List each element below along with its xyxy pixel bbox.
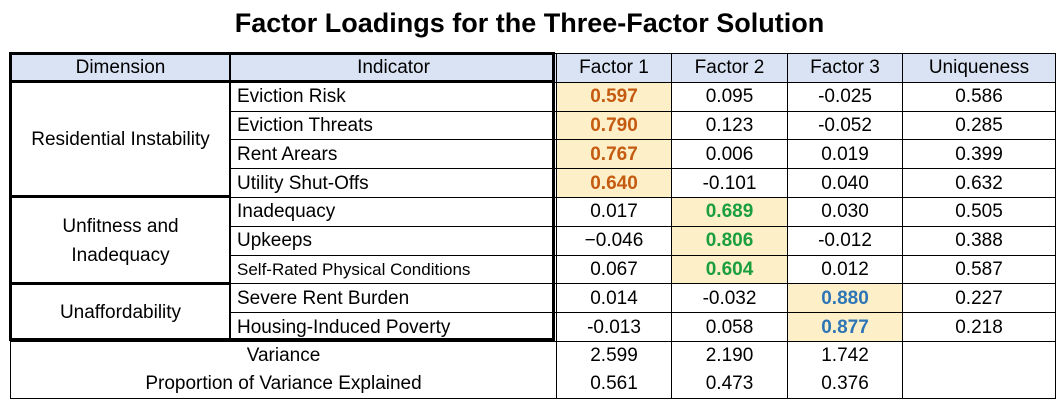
factor-2-cell: 0.604 — [671, 254, 788, 285]
header-dimension: Dimension — [10, 53, 231, 83]
factor-2-cell: 0.006 — [671, 139, 788, 170]
header-uniqueness: Uniqueness — [902, 53, 1056, 83]
indicator-cell: Rent Arears — [230, 139, 557, 170]
variance-label: Variance — [10, 340, 557, 370]
proportion-label: Proportion of Variance Explained — [10, 369, 557, 399]
table-row: Unaffordability Severe Rent Burden 0.014… — [10, 283, 1056, 342]
indicator-cell: Upkeeps — [230, 225, 557, 256]
factor-1-cell: -0.013 — [556, 312, 672, 342]
uniqueness-cell: 0.399 — [902, 139, 1056, 170]
factor-2-cell: 0.095 — [671, 81, 788, 112]
header-row: Dimension Indicator Factor 1 Factor 2 Fa… — [10, 53, 1056, 83]
uniqueness-cell: 0.285 — [902, 110, 1056, 141]
header-factor-1: Factor 1 — [556, 53, 672, 83]
dimension-residential-instability: Residential Instability — [10, 81, 231, 198]
variance-factor-1: 2.599 — [556, 340, 672, 370]
variance-row: Variance 2.599 2.190 1.742 — [10, 340, 1056, 399]
uniqueness-cell: 0.587 — [902, 254, 1056, 285]
factor-3-cell: 0.030 — [787, 196, 903, 227]
table-title: Factor Loadings for the Three-Factor Sol… — [234, 8, 825, 38]
table-row: Eviction Threats 0.790 0.123 -0.052 0.28… — [11, 110, 1056, 141]
factor-loadings-table: Dimension Indicator Factor 1 Factor 2 Fa… — [10, 53, 1056, 399]
header-factor-2: Factor 2 — [671, 53, 788, 83]
factor-2-cell: -0.032 — [671, 283, 788, 314]
factor-3-cell: -0.012 — [787, 225, 903, 256]
factor-1-cell: 0.597 — [556, 81, 672, 112]
factor-1-cell: −0.046 — [556, 225, 672, 256]
factor-1-cell: 0.017 — [556, 196, 672, 227]
table-row: Unfitness and Inadequacy Inadequacy 0.01… — [10, 196, 1056, 285]
dimension-unaffordability: Unaffordability — [10, 283, 231, 342]
table-row: Rent Arears 0.767 0.006 0.019 0.399 — [11, 139, 1056, 170]
factor-2-cell: 0.806 — [671, 225, 788, 256]
indicator-cell: Inadequacy — [230, 196, 557, 227]
table-row: Utility Shut-Offs 0.640 -0.101 0.040 0.6… — [11, 168, 1056, 198]
header-indicator: Indicator — [230, 53, 557, 83]
table-row: Upkeeps −0.046 0.806 -0.012 0.388 — [11, 225, 1056, 256]
factor-3-cell: 0.880 — [787, 283, 903, 314]
indicator-cell: Self-Rated Physical Conditions — [230, 254, 557, 285]
uniqueness-cell: 0.218 — [902, 312, 1056, 342]
indicator-cell: Utility Shut-Offs — [230, 168, 557, 198]
proportion-factor-3: 0.376 — [787, 369, 903, 399]
header-factor-3: Factor 3 — [787, 53, 903, 83]
uniqueness-cell: 0.388 — [902, 225, 1056, 256]
factor-3-cell: 0.012 — [787, 254, 903, 285]
factor-1-cell: 0.767 — [556, 139, 672, 170]
factor-3-cell: 0.877 — [787, 312, 903, 342]
uniqueness-cell: 0.505 — [902, 196, 1056, 227]
proportion-factor-2: 0.473 — [671, 369, 788, 399]
dimension-unfitness-inadequacy: Unfitness and Inadequacy — [10, 196, 231, 285]
uniqueness-cell: 0.227 — [902, 283, 1056, 314]
indicator-cell: Severe Rent Burden — [230, 283, 557, 314]
indicator-cell: Eviction Threats — [230, 110, 557, 141]
factor-3-cell: -0.052 — [787, 110, 903, 141]
variance-factor-2: 2.190 — [671, 340, 788, 370]
variance-factor-3: 1.742 — [787, 340, 903, 370]
factor-2-cell: 0.058 — [671, 312, 788, 342]
indicator-cell: Eviction Risk — [230, 81, 557, 112]
factor-1-cell: 0.790 — [556, 110, 672, 141]
uniqueness-cell: 0.632 — [902, 168, 1056, 198]
uniqueness-cell: 0.586 — [902, 81, 1056, 112]
factor-2-cell: 0.123 — [671, 110, 788, 141]
indicator-cell: Housing-Induced Poverty — [230, 312, 557, 342]
factor-1-cell: 0.014 — [556, 283, 672, 314]
factor-3-cell: 0.019 — [787, 139, 903, 170]
table-row: Residential Instability Eviction Risk 0.… — [10, 81, 1056, 198]
proportion-row: Proportion of Variance Explained 0.561 0… — [10, 369, 1056, 399]
factor-2-cell: -0.101 — [671, 168, 788, 198]
factor-3-cell: 0.040 — [787, 168, 903, 198]
variance-uniqueness-empty — [902, 340, 1056, 399]
factor-2-cell: 0.689 — [671, 196, 788, 227]
factor-1-cell: 0.640 — [556, 168, 672, 198]
factor-1-cell: 0.067 — [556, 254, 672, 285]
proportion-factor-1: 0.561 — [556, 369, 672, 399]
factor-3-cell: -0.025 — [787, 81, 903, 112]
